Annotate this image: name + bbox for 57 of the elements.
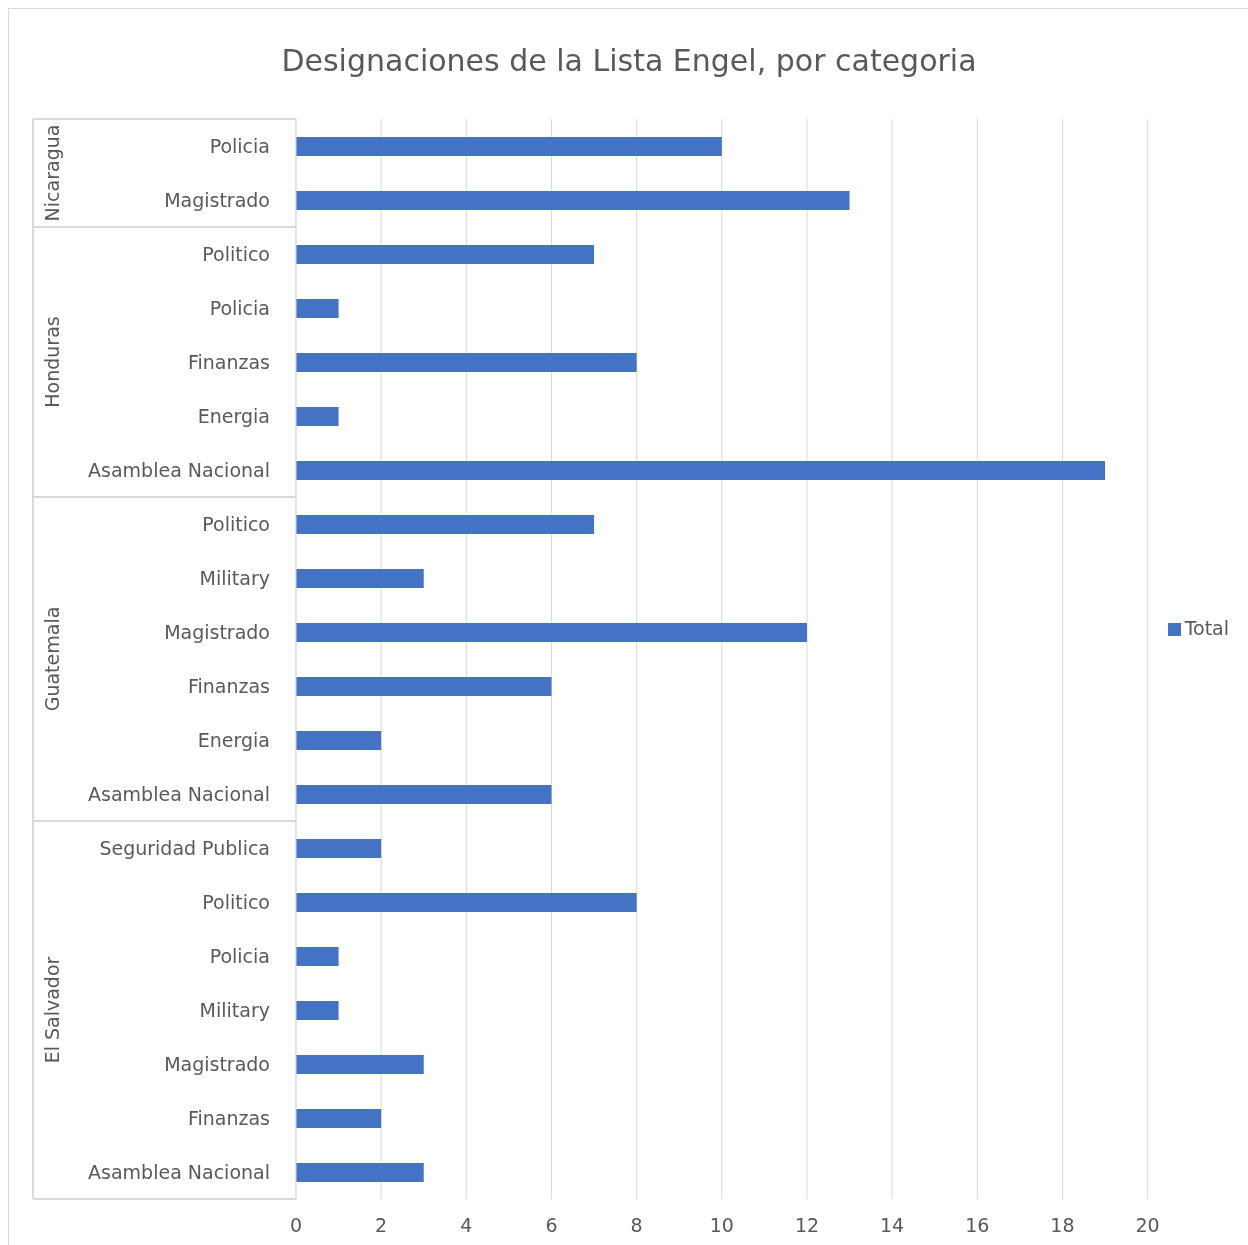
y-tick-label: Seguridad Publica xyxy=(99,836,270,859)
bar xyxy=(296,1109,382,1128)
bar xyxy=(296,785,552,804)
bar xyxy=(296,623,807,642)
y-tick-label: Politico xyxy=(202,242,270,265)
bar xyxy=(296,569,424,588)
y-tick-label: Policia xyxy=(209,296,270,319)
y-tick-label: Military xyxy=(199,566,270,589)
bar xyxy=(296,677,552,696)
x-tick-label: 14 xyxy=(880,1214,905,1237)
y-tick-label: Asamblea Nacional xyxy=(88,782,270,805)
bar xyxy=(296,1163,424,1182)
y-tick-label: Asamblea Nacional xyxy=(88,1160,270,1183)
legend-label: Total xyxy=(1184,616,1229,639)
y-tick-label: Policia xyxy=(209,134,270,157)
text: Honduras xyxy=(41,316,63,408)
y-tick-label: Asamblea Nacional xyxy=(88,458,270,481)
y-tick-label: Magistrado xyxy=(164,188,270,211)
bar xyxy=(296,407,339,426)
x-tick-label: 16 xyxy=(965,1214,990,1237)
y-tick-label: Finanzas xyxy=(187,350,270,373)
text: Guatemala xyxy=(41,606,63,712)
y-tick-label: Magistrado xyxy=(164,620,270,643)
y-tick-label: Military xyxy=(199,998,270,1021)
x-tick-label: 18 xyxy=(1050,1214,1075,1237)
bar xyxy=(296,191,850,210)
x-tick-label: 0 xyxy=(289,1214,303,1237)
x-tick-label: 10 xyxy=(709,1214,734,1237)
bar xyxy=(296,1055,424,1074)
x-tick-label: 6 xyxy=(545,1214,558,1237)
y-tick-label: Policia xyxy=(209,944,270,967)
y-tick-label: Energia xyxy=(197,404,270,427)
y-tick-label: Magistrado xyxy=(164,1052,270,1075)
x-tick-label: 8 xyxy=(630,1214,643,1237)
y-tick-label: Finanzas xyxy=(187,1106,270,1129)
bar xyxy=(296,893,637,912)
text: Nicaragua xyxy=(41,124,63,222)
bar xyxy=(296,353,637,372)
x-tick-label: 4 xyxy=(460,1214,473,1237)
bar xyxy=(296,245,595,264)
bar xyxy=(296,137,722,156)
chart-title: Designaciones de la Lista Engel, por categoria xyxy=(280,43,978,78)
bar xyxy=(296,461,1106,480)
bar xyxy=(296,515,595,534)
y-tick-label: Finanzas xyxy=(187,674,270,697)
text: El Salvador xyxy=(41,956,63,1064)
x-tick-label: 20 xyxy=(1135,1214,1160,1237)
bar xyxy=(296,947,339,966)
bar xyxy=(296,1001,339,1020)
bar xyxy=(296,839,382,858)
x-tick-label: 2 xyxy=(375,1214,388,1237)
bar xyxy=(296,299,339,318)
x-tick-label: 12 xyxy=(794,1214,820,1237)
y-tick-label: Energia xyxy=(197,728,270,751)
y-tick-label: Politico xyxy=(202,512,270,535)
y-tick-label: Politico xyxy=(202,890,270,913)
bar xyxy=(296,731,382,750)
